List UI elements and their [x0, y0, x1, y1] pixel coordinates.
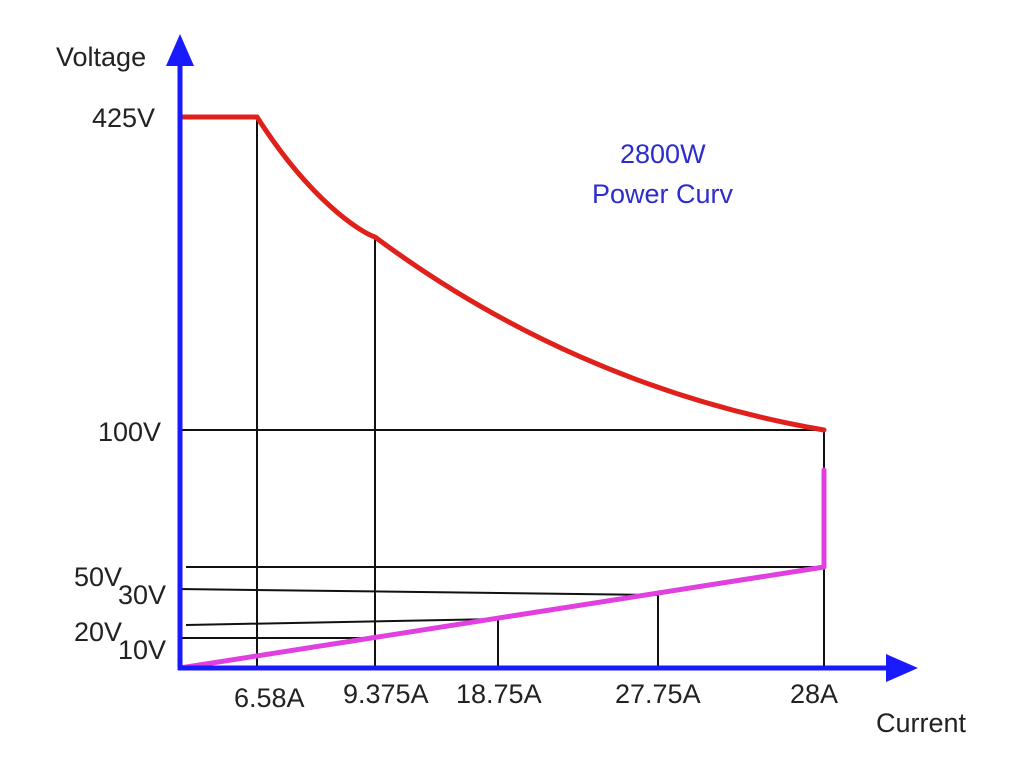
- y-tick-label: 425V: [92, 103, 155, 133]
- linear-series: [177, 467, 827, 671]
- y-tick-label: 10V: [118, 635, 166, 665]
- x-tick-label: 27.75A: [615, 679, 701, 709]
- axes: [166, 34, 918, 682]
- x-axis-title: Current: [876, 708, 967, 738]
- y-axis-arrow: [166, 34, 194, 66]
- y-tick-label: 30V: [118, 580, 166, 610]
- x-tick-label: 9.375A: [343, 679, 429, 709]
- x-tick-label: 6.58A: [234, 683, 305, 713]
- guide-horizontal-30v: [177, 588, 659, 596]
- x-axis-arrow: [886, 654, 918, 682]
- power-curve-series: [177, 114, 827, 433]
- power-curve-hyperbola: [254, 114, 827, 433]
- annotation-power-value: 2800W: [620, 139, 706, 169]
- guide-horizontal-20v: [185, 618, 499, 626]
- x-tick-label: 28A: [790, 679, 838, 709]
- y-tick-label: 50V: [74, 562, 122, 592]
- linear-series-ramp: [177, 564, 827, 671]
- x-tick-label: 18.75A: [456, 679, 542, 709]
- y-axis-title: Voltage: [56, 42, 146, 72]
- y-tick-label: 100V: [98, 417, 161, 447]
- y-tick-label: 20V: [74, 617, 122, 647]
- annotation-power-label: Power Curv: [592, 179, 734, 209]
